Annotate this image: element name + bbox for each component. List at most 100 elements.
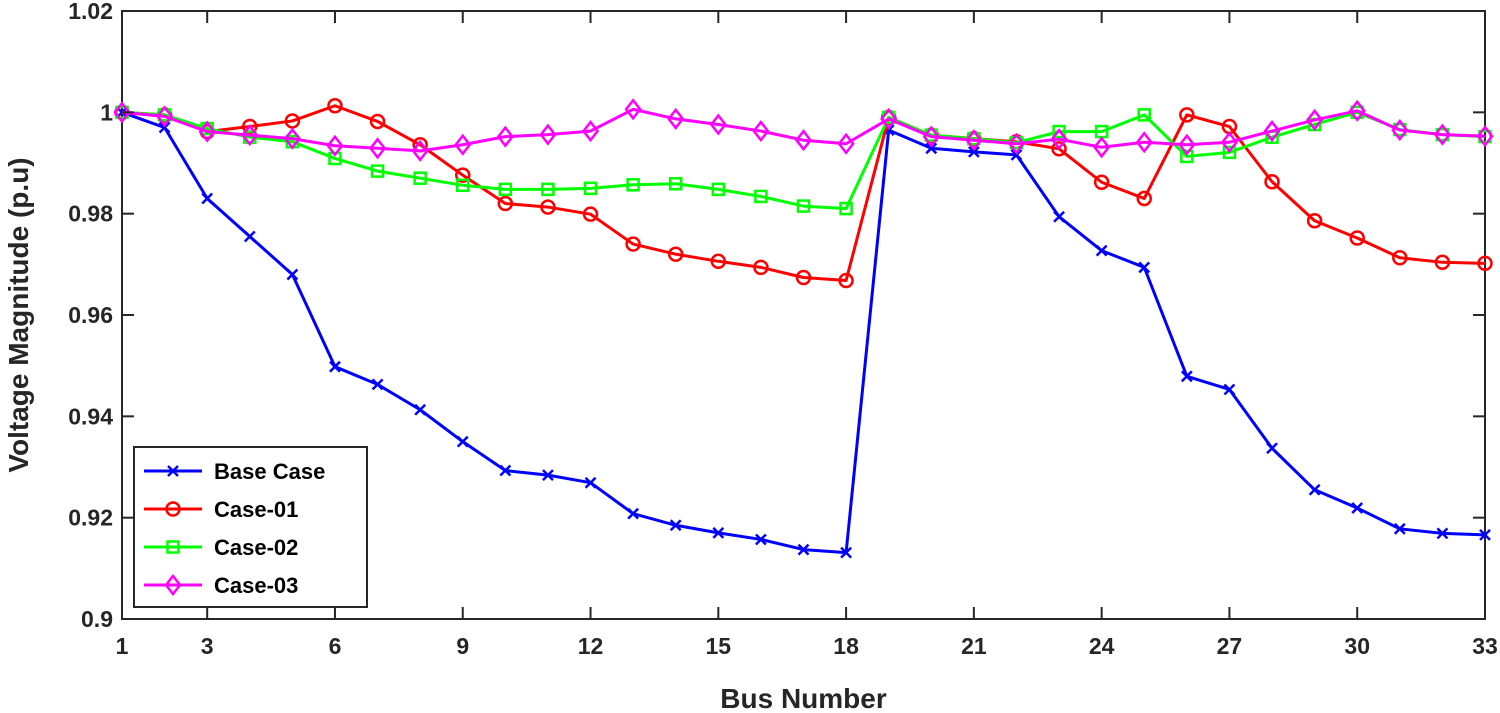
legend-label: Base Case xyxy=(214,459,325,484)
data-point-case-03 xyxy=(1135,131,1153,154)
data-point-case-03 xyxy=(1093,136,1111,159)
y-tick-label: 0.98 xyxy=(68,201,113,227)
data-point-base-case xyxy=(542,469,554,481)
data-point-base-case xyxy=(201,192,214,205)
series-base-case xyxy=(116,106,1491,559)
x-tick-label: 18 xyxy=(833,633,859,659)
data-point-base-case xyxy=(1223,383,1236,396)
data-point-case-01 xyxy=(1306,213,1323,229)
data-point-case-03 xyxy=(454,133,472,156)
data-point-case-01 xyxy=(710,253,727,270)
x-axis-ticks: 1 3 6 9 12 15 18 21 24 27 30 33 xyxy=(116,11,1498,659)
data-point-case-02 xyxy=(498,182,513,197)
series-line-case-01 xyxy=(121,104,1486,283)
data-point-case-02 xyxy=(1137,108,1151,122)
legend-label: Case-03 xyxy=(214,573,298,598)
y-tick-label: 0.94 xyxy=(68,403,113,429)
x-tick-label: 12 xyxy=(578,633,604,659)
data-point-case-01 xyxy=(369,113,386,130)
data-point-case-02 xyxy=(370,164,385,178)
legend-label: Case-02 xyxy=(214,535,298,560)
data-point-case-03 xyxy=(1348,99,1366,122)
data-point-case-03 xyxy=(837,132,855,155)
data-point-case-02 xyxy=(796,199,811,213)
y-tick-label: 0.92 xyxy=(68,505,113,531)
data-point-base-case xyxy=(669,519,682,532)
data-point-case-02 xyxy=(1180,149,1194,164)
data-point-case-01 xyxy=(327,97,343,114)
data-point-case-03 xyxy=(667,107,685,130)
data-point-case-03 xyxy=(624,98,642,121)
data-point-case-03 xyxy=(539,123,557,146)
data-point-case-03 xyxy=(1050,128,1068,151)
data-point-case-01 xyxy=(455,167,471,183)
data-point-case-03 xyxy=(1178,133,1196,156)
data-point-case-03 xyxy=(752,120,770,143)
data-point-base-case xyxy=(1053,210,1065,223)
y-tick-label: 1.02 xyxy=(68,0,113,24)
data-point-base-case xyxy=(158,121,171,134)
data-point-base-case xyxy=(627,507,640,520)
data-point-case-01 xyxy=(1434,254,1451,271)
data-point-base-case xyxy=(797,543,810,556)
data-point-case-02 xyxy=(754,189,768,204)
x-tick-label: 3 xyxy=(201,633,214,659)
data-point-case-03 xyxy=(283,127,301,150)
data-point-base-case xyxy=(584,476,597,489)
legend-label: Case-01 xyxy=(214,497,298,522)
data-point-base-case xyxy=(1266,442,1278,455)
x-tick-label: 6 xyxy=(329,633,342,659)
y-tick-label: 0.9 xyxy=(81,606,113,632)
data-point-case-01 xyxy=(582,206,599,222)
x-tick-label: 27 xyxy=(1217,633,1243,659)
data-point-base-case xyxy=(1479,529,1491,541)
data-point-base-case xyxy=(967,145,980,158)
data-point-base-case xyxy=(329,360,341,373)
data-point-case-02 xyxy=(583,181,598,196)
x-tick-label: 24 xyxy=(1089,633,1115,659)
data-point-case-03 xyxy=(1476,125,1494,148)
data-point-case-03 xyxy=(1007,132,1026,155)
data-point-case-03 xyxy=(198,120,216,143)
legend-swatch-marker xyxy=(166,540,180,554)
data-point-case-01 xyxy=(1179,107,1195,123)
x-tick-label: 21 xyxy=(961,633,987,659)
data-point-case-01 xyxy=(753,259,769,276)
data-point-case-01 xyxy=(242,118,258,135)
x-tick-label: 1 xyxy=(116,633,129,659)
legend-item-case-03: Case-03 xyxy=(144,573,298,598)
data-point-base-case xyxy=(925,142,938,155)
data-point-base-case xyxy=(456,435,469,448)
data-point-case-01 xyxy=(1264,173,1280,190)
data-point-base-case xyxy=(499,464,512,477)
data-point-case-01 xyxy=(1051,141,1067,157)
data-point-case-03 xyxy=(368,137,387,160)
data-point-case-01 xyxy=(667,246,684,262)
data-point-base-case xyxy=(1180,370,1193,383)
data-point-case-01 xyxy=(1093,174,1110,191)
legend-item-base-case: Base Case xyxy=(144,459,325,484)
data-point-case-02 xyxy=(1052,124,1066,139)
data-point-case-03 xyxy=(496,125,514,148)
data-point-case-02 xyxy=(541,182,555,197)
data-point-case-01 xyxy=(1349,230,1365,246)
data-point-case-03 xyxy=(411,139,429,162)
data-point-case-02 xyxy=(668,177,683,191)
data-point-case-03 xyxy=(156,105,174,128)
legend-swatch-marker xyxy=(165,501,181,517)
data-point-case-03 xyxy=(1433,123,1451,146)
data-point-base-case xyxy=(243,230,256,243)
legend-item-case-01: Case-01 xyxy=(144,497,298,522)
legend-item-case-02: Case-02 xyxy=(144,535,298,560)
series-line-case-03 xyxy=(121,107,1486,153)
legend-swatch-marker xyxy=(164,573,182,597)
legend: Base Case Case-01 Case-02 Case-03 xyxy=(133,446,368,608)
data-point-base-case xyxy=(712,526,725,539)
y-tick-label: 1 xyxy=(100,99,113,125)
series-line-case-02 xyxy=(121,110,1486,211)
data-point-base-case xyxy=(414,403,427,416)
data-point-case-02 xyxy=(456,178,470,193)
x-tick-label: 33 xyxy=(1472,633,1498,659)
data-point-case-03 xyxy=(1263,120,1281,143)
data-point-base-case xyxy=(286,268,299,281)
